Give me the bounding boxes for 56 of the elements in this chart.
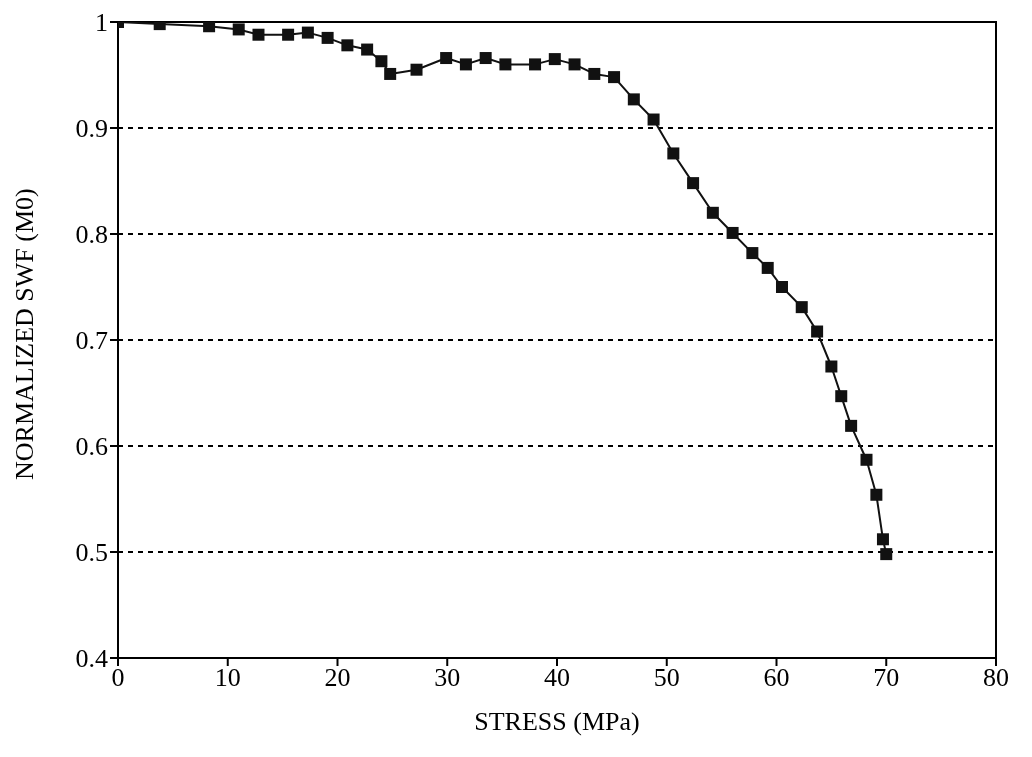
y-tick-label: 0.8 [75, 220, 108, 250]
point [440, 52, 453, 65]
y-tick-label: 0.4 [75, 644, 108, 674]
point [384, 67, 397, 80]
y-tick-label: 0.6 [75, 432, 108, 462]
point [627, 93, 640, 106]
point [341, 39, 354, 52]
point [835, 390, 848, 403]
point [726, 226, 739, 239]
point [529, 58, 542, 71]
x-tick-label: 50 [653, 663, 680, 693]
point [845, 419, 858, 432]
point [876, 533, 889, 546]
point [667, 147, 680, 160]
point [687, 177, 700, 190]
point [282, 28, 295, 41]
x-tick-label: 0 [111, 663, 125, 693]
y-axis-title: NORMALIZED SWF (M0) [10, 188, 40, 480]
point [746, 247, 759, 260]
point [706, 206, 719, 219]
point [499, 58, 512, 71]
x-tick-label: 10 [214, 663, 241, 693]
point [459, 58, 472, 71]
point [795, 301, 808, 314]
point [252, 28, 265, 41]
x-tick-label: 80 [983, 663, 1009, 693]
point [232, 23, 245, 36]
y-tick-label: 1 [95, 8, 108, 38]
x-tick-label: 60 [763, 663, 790, 693]
point [410, 63, 423, 76]
y-tick-label: 0.5 [75, 538, 108, 568]
point [588, 67, 601, 80]
point [568, 58, 581, 71]
point [301, 26, 314, 39]
point [321, 31, 334, 44]
point [860, 453, 873, 466]
x-tick-label: 30 [434, 663, 461, 693]
y-tick-label: 0.7 [75, 326, 108, 356]
x-tick-label: 40 [544, 663, 570, 693]
point [361, 43, 374, 56]
x-axis-title: STRESS (MPa) [474, 707, 640, 736]
point [775, 281, 788, 293]
point [203, 22, 216, 33]
point [548, 53, 561, 66]
point [880, 548, 893, 561]
point [608, 71, 621, 84]
point [870, 488, 883, 501]
x-tick-label: 20 [324, 663, 351, 693]
point [375, 55, 388, 68]
y-tick-label: 0.9 [75, 114, 108, 144]
x-tick-label: 70 [873, 663, 900, 693]
point [811, 325, 824, 338]
point [479, 52, 492, 65]
point [647, 113, 660, 126]
point [825, 360, 838, 373]
point [761, 261, 774, 274]
